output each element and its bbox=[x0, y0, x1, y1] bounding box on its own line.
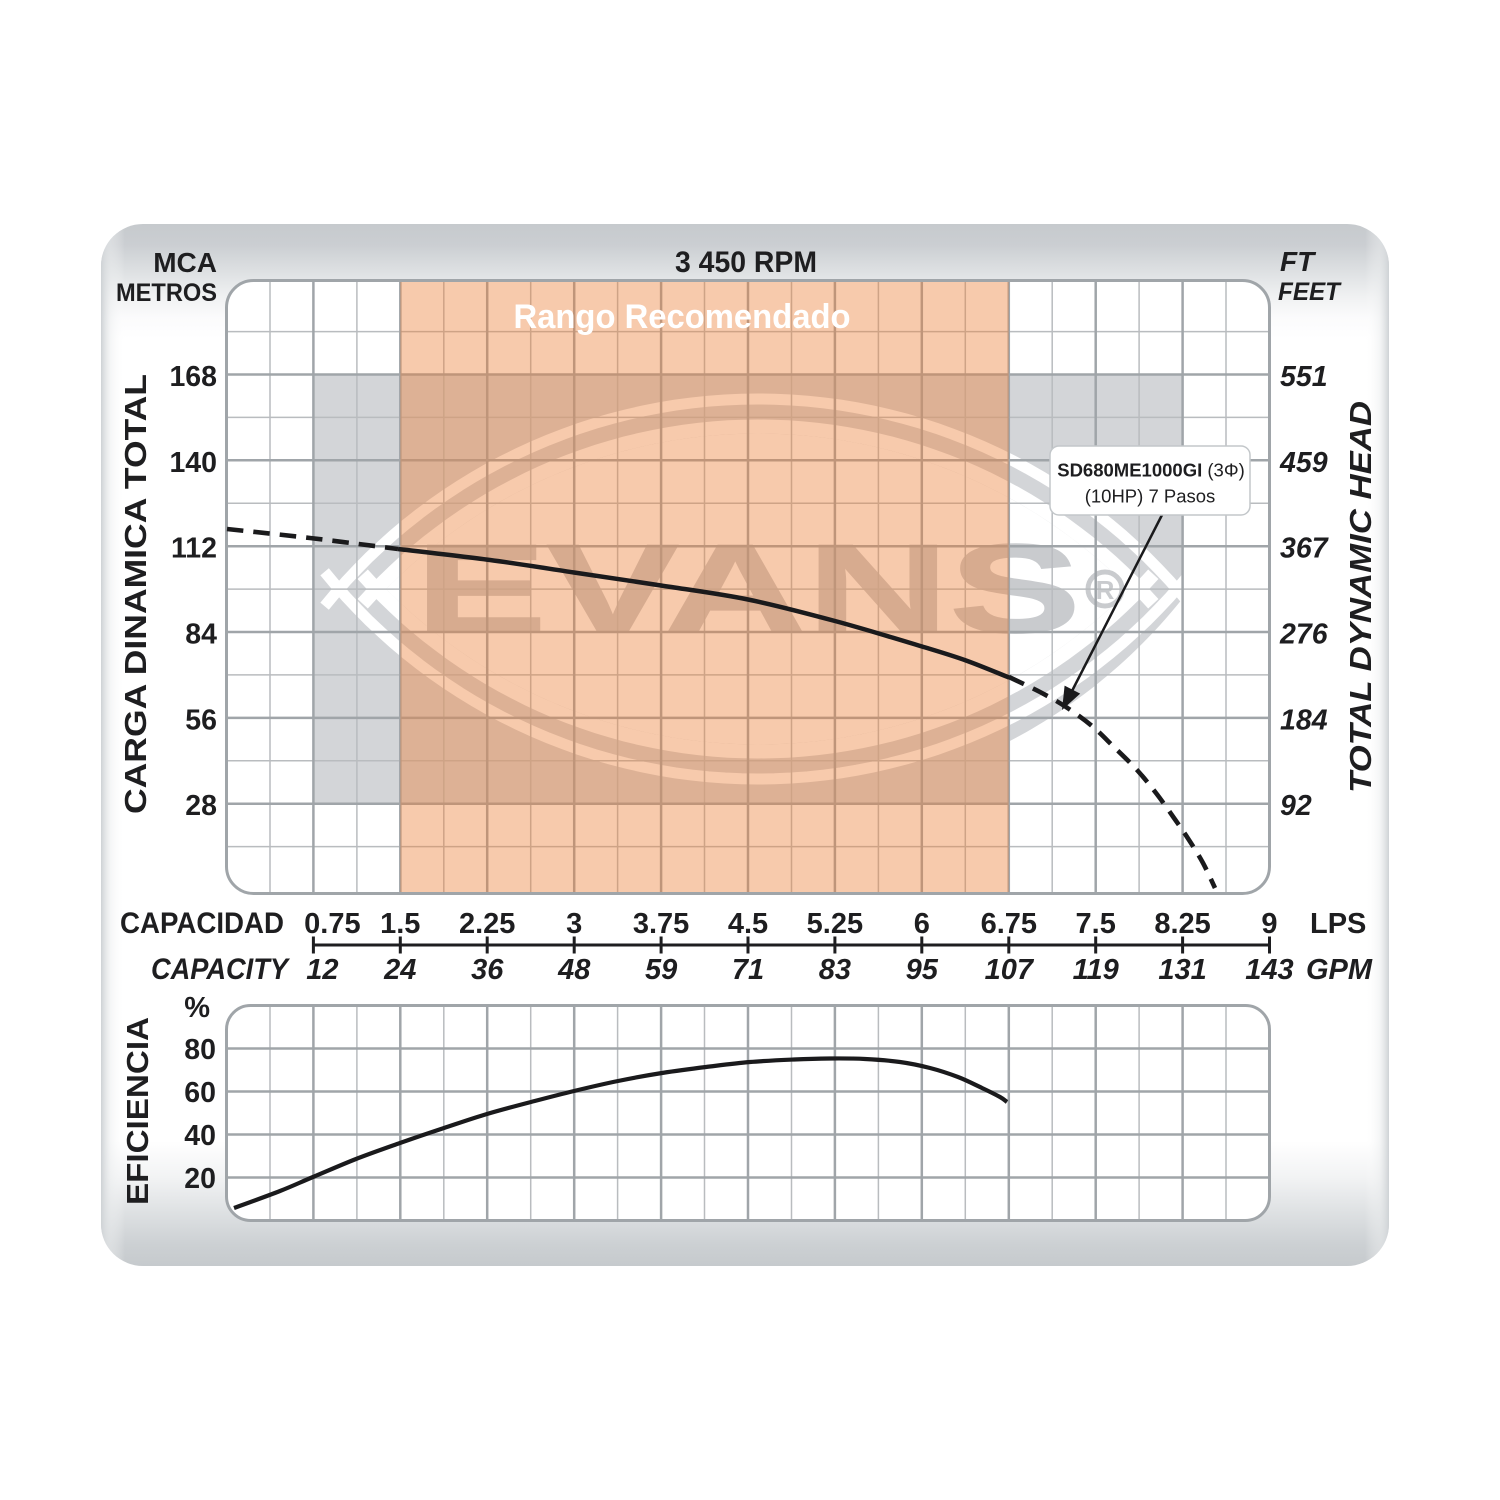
svg-text:143: 143 bbox=[1245, 954, 1293, 986]
svg-text:METROS: METROS bbox=[116, 279, 217, 307]
svg-text:FEET: FEET bbox=[1278, 278, 1343, 306]
svg-text:3: 3 bbox=[566, 908, 582, 940]
svg-text:Rango Recomendado: Rango Recomendado bbox=[514, 298, 851, 336]
svg-text:MCA: MCA bbox=[153, 247, 217, 278]
svg-text:3 450 RPM: 3 450 RPM bbox=[675, 246, 817, 279]
svg-text:SD680ME1000GI (3Φ): SD680ME1000GI (3Φ) bbox=[1057, 460, 1245, 481]
svg-text:56: 56 bbox=[185, 704, 217, 736]
svg-text:48: 48 bbox=[557, 954, 591, 986]
svg-text:R: R bbox=[1096, 575, 1115, 605]
svg-text:(10HP) 7 Pasos: (10HP) 7 Pasos bbox=[1085, 486, 1216, 507]
svg-text:95: 95 bbox=[906, 954, 939, 986]
svg-text:276: 276 bbox=[1279, 619, 1328, 651]
svg-text:83: 83 bbox=[819, 954, 851, 986]
svg-text:367: 367 bbox=[1280, 533, 1329, 565]
svg-text:FT: FT bbox=[1280, 246, 1317, 277]
svg-text:%: % bbox=[184, 992, 210, 1024]
svg-text:168: 168 bbox=[169, 361, 217, 393]
svg-text:24: 24 bbox=[383, 954, 416, 986]
svg-text:59: 59 bbox=[645, 954, 677, 986]
svg-text:119: 119 bbox=[1073, 954, 1119, 986]
svg-text:6.75: 6.75 bbox=[981, 908, 1037, 940]
svg-text:EFICIENCIA: EFICIENCIA bbox=[120, 1017, 155, 1205]
svg-text:4.5: 4.5 bbox=[728, 908, 768, 940]
svg-text:36: 36 bbox=[471, 954, 504, 986]
svg-text:131: 131 bbox=[1158, 954, 1206, 986]
svg-text:459: 459 bbox=[1279, 447, 1328, 479]
svg-text:12: 12 bbox=[306, 954, 338, 986]
svg-text:112: 112 bbox=[171, 533, 217, 565]
svg-text:CAPACIDAD: CAPACIDAD bbox=[120, 907, 284, 940]
svg-text:GPM: GPM bbox=[1306, 954, 1373, 986]
svg-text:1.5: 1.5 bbox=[380, 908, 420, 940]
svg-text:CAPACITY: CAPACITY bbox=[151, 953, 291, 986]
svg-text:2.25: 2.25 bbox=[459, 908, 515, 940]
svg-text:9: 9 bbox=[1261, 908, 1277, 940]
svg-text:3.75: 3.75 bbox=[633, 908, 689, 940]
svg-text:80: 80 bbox=[184, 1034, 216, 1066]
svg-text:LPS: LPS bbox=[1310, 908, 1366, 940]
svg-text:7.5: 7.5 bbox=[1076, 908, 1116, 940]
svg-text:40: 40 bbox=[184, 1120, 216, 1152]
svg-text:71: 71 bbox=[732, 954, 764, 986]
svg-text:60: 60 bbox=[184, 1077, 216, 1109]
svg-text:8.25: 8.25 bbox=[1154, 908, 1210, 940]
svg-text:184: 184 bbox=[1280, 704, 1328, 736]
svg-text:107: 107 bbox=[985, 954, 1035, 986]
svg-text:92: 92 bbox=[1280, 790, 1312, 822]
svg-text:28: 28 bbox=[185, 790, 217, 822]
svg-text:140: 140 bbox=[169, 447, 217, 479]
svg-text:0.75: 0.75 bbox=[304, 908, 360, 940]
svg-text:20: 20 bbox=[184, 1163, 216, 1195]
svg-text:551: 551 bbox=[1280, 361, 1328, 393]
svg-text:6: 6 bbox=[914, 908, 930, 940]
svg-text:CARGA DINAMICA TOTAL: CARGA DINAMICA TOTAL bbox=[118, 374, 153, 814]
svg-text:5.25: 5.25 bbox=[807, 908, 863, 940]
svg-text:TOTAL DYNAMIC HEAD: TOTAL DYNAMIC HEAD bbox=[1343, 401, 1378, 793]
svg-text:84: 84 bbox=[185, 619, 217, 651]
